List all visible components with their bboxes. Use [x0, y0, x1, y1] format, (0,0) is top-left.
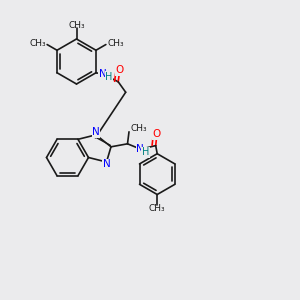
Text: CH₃: CH₃ — [130, 124, 147, 133]
Text: N: N — [136, 144, 144, 154]
Text: O: O — [152, 129, 161, 139]
Text: N: N — [103, 159, 110, 170]
Text: CH₃: CH₃ — [29, 38, 46, 47]
Text: N: N — [92, 128, 100, 137]
Text: O: O — [115, 65, 124, 75]
Text: H: H — [106, 72, 113, 82]
Text: CH₃: CH₃ — [149, 204, 166, 213]
Text: H: H — [142, 147, 149, 157]
Text: CH₃: CH₃ — [107, 38, 124, 47]
Text: CH₃: CH₃ — [68, 21, 85, 30]
Text: N: N — [99, 69, 106, 79]
